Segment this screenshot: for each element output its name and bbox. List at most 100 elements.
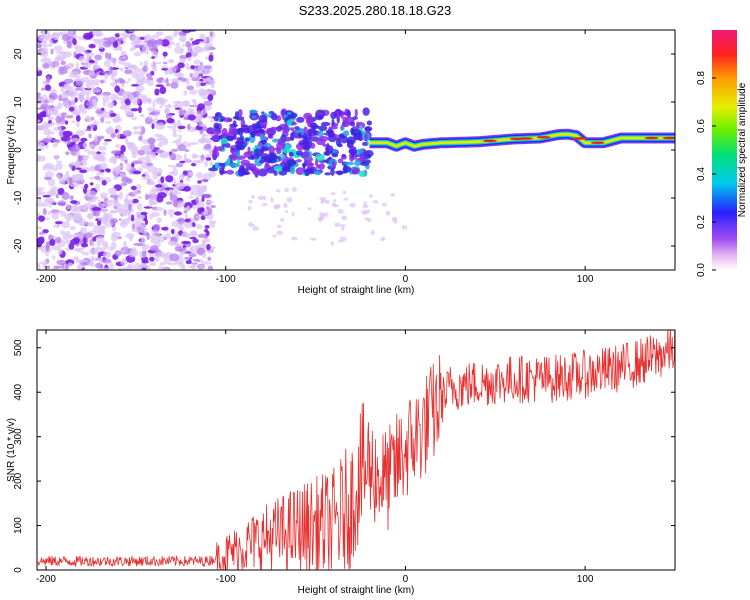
spectrogram-noise-blob — [71, 212, 81, 221]
spectrogram-noise-blob — [77, 265, 81, 270]
spectrogram-noise-blob — [59, 56, 64, 62]
spectrogram-noise-blob — [120, 258, 128, 266]
spectrogram-signal-blob — [296, 150, 303, 156]
spectrogram-noise-blob — [99, 162, 108, 170]
spectrogram-noise-blob — [41, 94, 48, 101]
spectrogram-signal-blob — [273, 165, 284, 172]
spectrogram-signal-blob — [360, 156, 366, 161]
spectrogram-signal-blob — [256, 121, 260, 127]
spectrogram-signal-blob — [306, 115, 312, 120]
spectrogram-noise-blob — [172, 104, 180, 109]
spectrogram-noise-blob — [182, 221, 191, 226]
spectrogram-signal-blob — [358, 170, 368, 177]
spectrogram-noise-blob — [174, 245, 183, 252]
spectrogram-noise-blob — [280, 217, 285, 223]
spectrogram-noise-blob — [170, 228, 175, 235]
spectrogram-noise-blob — [120, 249, 126, 254]
spectrogram-noise-blob — [154, 255, 160, 262]
colorbar-tick-label: 0.6 — [696, 119, 707, 133]
spectrogram-signal-blob — [330, 168, 335, 176]
spectrogram-signal-blob — [251, 167, 260, 175]
spectrogram-noise-blob — [165, 77, 169, 84]
spectrogram-noise-blob — [196, 110, 202, 115]
spectrogram-noise-blob — [102, 100, 107, 107]
spectrogram-noise-blob — [130, 83, 140, 87]
spectrogram-noise-blob — [139, 78, 150, 84]
spectrogram-noise-blob — [118, 218, 122, 221]
spectrogram-noise-blob — [120, 144, 126, 153]
spectrogram-noise-blob — [181, 231, 190, 238]
spectrogram-noise-blob — [82, 62, 92, 69]
spectrogram-noise-blob — [37, 67, 42, 72]
spectrogram-noise-blob — [176, 219, 184, 222]
colorbar-tick-label: 0.0 — [696, 263, 707, 277]
spectrogram-noise-blob — [72, 38, 77, 46]
spectrogram-noise-blob — [68, 106, 75, 112]
spectrogram-noise-blob — [66, 63, 74, 69]
spectrogram-noise-blob — [154, 39, 164, 46]
spectrogram-noise-blob — [261, 202, 268, 207]
spectrogram-noise-blob — [53, 265, 62, 269]
spectrogram-noise-blob — [155, 31, 164, 36]
spectrogram-noise-blob — [198, 258, 204, 264]
spectrogram-noise-blob — [179, 108, 183, 116]
spectrogram-signal-blob — [309, 122, 318, 129]
spectrogram-noise-blob — [105, 169, 111, 173]
spectrogram-noise-blob — [151, 67, 158, 72]
spectrogram-signal-blob — [310, 136, 320, 142]
spectrogram-noise-blob — [93, 210, 101, 217]
colorbar-label: Normalized spectral amplitude — [737, 82, 748, 217]
spectrogram-noise-blob — [189, 246, 194, 253]
spectrogram-noise-blob — [93, 88, 102, 93]
spectrogram-signal-blob — [257, 129, 265, 134]
spectrogram-noise-blob — [103, 60, 111, 68]
spectrogram-noise-blob — [37, 113, 46, 117]
spectrogram-noise-blob — [142, 65, 148, 72]
spectrogram-image — [37, 30, 675, 270]
spectrogram-noise-blob — [72, 256, 79, 261]
spectrogram-signal-blob — [230, 147, 236, 154]
spectrogram-noise-blob — [94, 262, 103, 269]
spectrogram-noise-blob — [196, 201, 205, 209]
spectrogram-noise-blob — [276, 224, 282, 228]
spectrogram-noise-blob — [164, 107, 169, 115]
spectrogram-noise-blob — [112, 117, 123, 123]
spectrogram-noise-blob — [69, 177, 73, 186]
spectrogram-noise-blob — [79, 169, 87, 174]
spectrogram-noise-blob — [145, 265, 151, 270]
spectrogram-signal-blob — [367, 154, 372, 159]
spectrogram-signal-blob — [247, 146, 251, 152]
spectrogram-noise-blob — [81, 242, 89, 248]
spectrogram-noise-blob — [140, 237, 146, 245]
spectrogram-signal-blob — [364, 126, 373, 132]
spectrogram-noise-blob — [362, 204, 369, 209]
spectrogram-signal-blob — [331, 153, 339, 158]
snr-xtick-label: -100 — [216, 574, 236, 585]
spectrogram-noise-blob — [123, 240, 127, 249]
spectrogram-noise-blob — [42, 31, 51, 40]
spectrogram-noise-blob — [203, 65, 212, 70]
spectrogram-noise-blob — [165, 201, 173, 205]
spectrogram-noise-blob — [175, 42, 181, 47]
snr-xtick-label: -200 — [36, 574, 56, 585]
spectrogram-noise-blob — [52, 224, 61, 228]
spectrogram-noise-blob — [159, 239, 165, 243]
spectrogram-noise-blob — [270, 197, 274, 203]
spectrogram-noise-blob — [166, 118, 175, 124]
spectrogram-noise-blob — [58, 94, 63, 102]
spectrogram-noise-blob — [177, 125, 186, 130]
spectrogram-signal-blob — [276, 141, 286, 150]
spectrogram-noise-blob — [88, 69, 95, 76]
spectrogram-signal-blob — [220, 137, 229, 145]
spectrogram-signal-blob — [289, 165, 296, 175]
spectrogram-noise-blob — [55, 236, 62, 244]
spectrogram-noise-blob — [68, 74, 78, 78]
spectrogram-noise-blob — [182, 250, 188, 253]
spectrogram-noise-blob — [171, 220, 180, 228]
spectrogram-noise-blob — [190, 231, 197, 238]
spectrogram-noise-blob — [113, 203, 120, 207]
spectrogram-noise-blob — [78, 105, 83, 111]
spectrogram-noise-blob — [44, 84, 52, 91]
spectrogram-signal-blob — [260, 146, 269, 152]
spectrogram-noise-blob — [133, 51, 142, 57]
